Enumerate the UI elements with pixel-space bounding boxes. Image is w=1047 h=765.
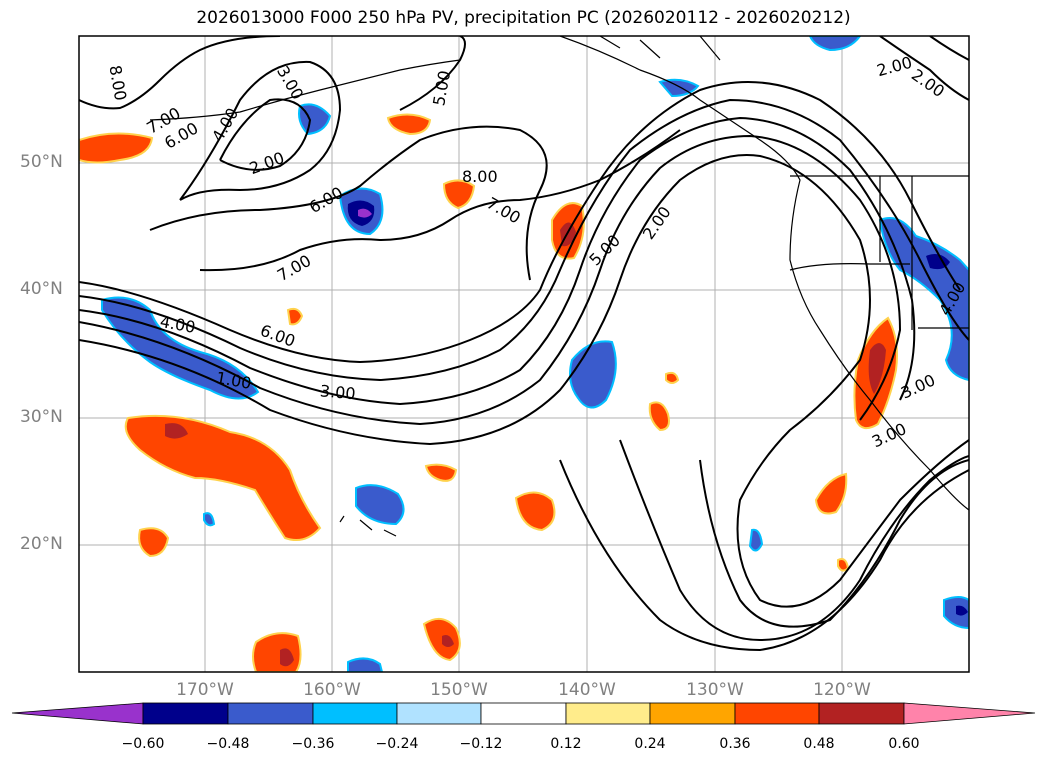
pv-contour — [79, 116, 916, 406]
contour-label: 8.00 — [462, 167, 498, 186]
precip-core — [868, 343, 886, 394]
precip-area — [355, 484, 405, 526]
lon-label: 120°W — [813, 680, 871, 700]
colorbar-tick-label: −0.60 — [121, 736, 165, 752]
precip-area — [286, 307, 304, 326]
pv-contours — [79, 36, 969, 652]
map-title: 2026013000 F000 250 hPa PV, precipitatio… — [196, 8, 851, 28]
precip-area — [442, 179, 476, 210]
pv-contour — [619, 439, 969, 642]
pv-contour — [219, 98, 312, 171]
colorbar-tick-label: 0.36 — [719, 736, 751, 752]
lon-label: 140°W — [558, 680, 616, 700]
lon-label: 160°W — [303, 680, 361, 700]
colorbar-segment — [480, 702, 567, 725]
colorbar-tick-label: −0.24 — [375, 736, 419, 752]
colorbar-segment — [818, 702, 905, 725]
precip-area — [124, 414, 322, 541]
colorbar-segment — [734, 702, 820, 725]
lon-label: 170°W — [176, 680, 234, 700]
pv-contour — [879, 36, 969, 101]
colorbar-segment — [649, 702, 736, 725]
precip-positive-areas — [79, 113, 898, 672]
precip-area — [814, 472, 848, 515]
precip-area — [648, 401, 670, 432]
lat-label: 20°N — [20, 534, 63, 554]
pv-contour — [559, 459, 969, 652]
colorbar-segment — [565, 702, 651, 725]
colorbar-segment — [396, 702, 482, 725]
precip-core — [280, 648, 294, 667]
colorbar-tick-label: −0.12 — [459, 736, 503, 752]
colorbar — [11, 702, 1036, 725]
pv-contour — [149, 125, 548, 281]
precip-core — [442, 635, 454, 647]
pv-contour — [399, 36, 466, 111]
colorbar-segment — [11, 702, 144, 725]
precip-area — [837, 558, 850, 572]
pv-contour — [79, 81, 961, 364]
precip-area — [138, 527, 170, 558]
colorbar-segment — [903, 702, 1036, 725]
colorbar-tick-label: −0.36 — [291, 736, 335, 752]
pv-contour — [79, 98, 969, 382]
precip-area — [514, 491, 556, 532]
pv-contour — [79, 154, 969, 608]
pv-contour — [199, 129, 681, 272]
colorbar-tick-label: 0.24 — [634, 736, 666, 752]
precip-area — [569, 340, 617, 409]
pv-contour — [929, 36, 969, 61]
precip-area — [748, 528, 764, 552]
precip-area — [665, 371, 680, 384]
lon-label: 150°W — [430, 680, 488, 700]
precip-area — [424, 463, 458, 482]
precip-area — [347, 657, 384, 672]
map-frame — [78, 35, 970, 673]
precip-area — [203, 512, 216, 527]
pv-contour — [179, 60, 342, 201]
precip-core — [956, 605, 968, 616]
colorbar-tick-label: 0.48 — [803, 736, 835, 752]
precip-core — [165, 423, 188, 439]
colorbar-segment — [142, 702, 229, 725]
colorbar-tick-label: 0.12 — [550, 736, 582, 752]
precip-area — [808, 36, 862, 52]
precip-area — [298, 103, 332, 136]
precip-strong-negative-areas — [347, 200, 968, 616]
lat-label: 30°N — [20, 407, 63, 427]
lat-label: 40°N — [20, 279, 63, 299]
precip-core — [358, 208, 372, 218]
pv-contour — [79, 134, 902, 426]
colorbar-segment — [312, 702, 398, 725]
precip-area — [878, 217, 969, 382]
lat-label: 50°N — [20, 152, 63, 172]
contour-label: 3.00 — [319, 381, 356, 403]
precip-area — [252, 632, 302, 672]
pv-contour — [79, 36, 281, 110]
lon-label: 130°W — [686, 680, 744, 700]
colorbar-segment — [227, 702, 314, 725]
colorbar-tick-label: −0.48 — [206, 736, 250, 752]
colorbar-tick-label: 0.60 — [888, 736, 920, 752]
precip-area — [422, 617, 461, 662]
precip-area — [79, 132, 154, 164]
map-background — [79, 36, 969, 672]
precip-strong-positive-areas — [165, 222, 886, 667]
pv-contour — [699, 459, 969, 628]
precip-area — [386, 113, 432, 136]
